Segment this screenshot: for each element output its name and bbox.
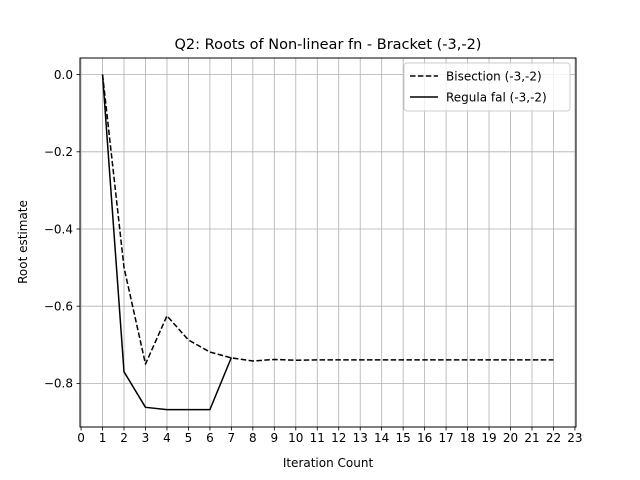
x-tick-label: 15: [396, 431, 411, 445]
y-tick-label: −0.4: [44, 222, 73, 236]
x-tick-label: 5: [185, 431, 193, 445]
legend-box: [403, 62, 571, 112]
x-tick-label: 7: [228, 431, 236, 445]
x-tick-label: 2: [120, 431, 128, 445]
x-axis-label: Iteration Count: [283, 456, 374, 470]
x-tick-label: 22: [546, 431, 561, 445]
x-tick-label: 1: [99, 431, 107, 445]
x-tick-label: 14: [374, 431, 389, 445]
chart-title: Q2: Roots of Non-linear fn - Bracket (-3…: [175, 37, 482, 53]
x-axis-ticks: 0 1 2 3 4 5 6 7 8 9 10 11 12 13 14 15 16 17 18 19 20 21 22 23: [77, 427, 583, 445]
x-tick-label: 12: [331, 431, 346, 445]
legend: Bisection (-3,-2) Regula fal (-3,-2): [403, 62, 571, 112]
x-tick-label: 3: [142, 431, 150, 445]
x-tick-label: 18: [460, 431, 475, 445]
x-tick-label: 20: [503, 431, 518, 445]
x-tick-label: 4: [163, 431, 171, 445]
series-lines: [101, 74, 554, 411]
y-tick-label: 0.0: [54, 68, 73, 82]
x-tick-label: 8: [249, 431, 257, 445]
x-tick-label: 10: [288, 431, 303, 445]
x-tick-label: 19: [481, 431, 496, 445]
y-axis-ticks: 0.0 −0.2 −0.4 −0.6 −0.8: [44, 68, 80, 391]
x-tick-label: 13: [353, 431, 368, 445]
x-tick-label: 0: [77, 431, 85, 445]
legend-label: Regula fal (-3,-2): [446, 90, 547, 104]
x-tick-label: 11: [310, 431, 325, 445]
x-tick-label: 21: [524, 431, 539, 445]
grid-lines: [80, 58, 576, 427]
x-tick-label: 17: [438, 431, 453, 445]
legend-label: Bisection (-3,-2): [446, 69, 542, 83]
y-tick-label: −0.6: [44, 299, 73, 313]
x-tick-label: 9: [271, 431, 279, 445]
y-tick-label: −0.2: [44, 145, 73, 159]
x-tick-label: 6: [206, 431, 214, 445]
series-line-regula-falsi: [101, 74, 233, 411]
y-tick-label: −0.8: [44, 377, 73, 391]
x-tick-label: 23: [567, 431, 582, 445]
y-axis-label: Root estimate: [16, 200, 30, 284]
series-line-bisection: [101, 74, 554, 365]
plot-area-frame: [79, 57, 577, 428]
x-tick-label: 16: [417, 431, 432, 445]
